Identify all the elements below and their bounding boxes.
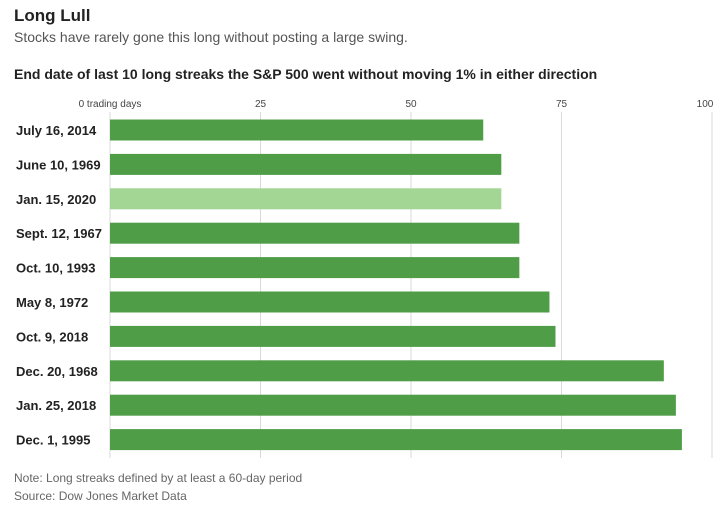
bar-8 [110, 394, 676, 416]
page-subtitle: Stocks have rarely gone this long withou… [14, 29, 408, 45]
bar-0 [110, 119, 484, 141]
category-label-4: Oct. 10, 1993 [16, 261, 96, 276]
source-note: Source: Dow Jones Market Data [14, 489, 187, 503]
bar-2 [110, 188, 502, 210]
chart-title: End date of last 10 long streaks the S&P… [14, 66, 598, 82]
bar-6 [110, 325, 556, 347]
bar-3 [110, 222, 520, 244]
category-labels: July 16, 2014 June 10, 1969 Jan. 15, 2020 S… [16, 123, 102, 448]
bars [110, 119, 682, 451]
category-label-3: Sept. 12, 1967 [16, 226, 102, 241]
category-label-7: Dec. 20, 1968 [16, 364, 98, 379]
category-label-6: Oct. 9, 2018 [16, 329, 88, 344]
bar-4 [110, 257, 520, 279]
bar-9 [110, 429, 682, 451]
footnote: Note: Long streaks defined by at least a… [14, 471, 303, 485]
tick-label-0: 0 trading days [79, 99, 142, 110]
category-label-0: July 16, 2014 [16, 123, 97, 138]
bar-7 [110, 360, 664, 382]
tick-label-75: 75 [556, 99, 568, 110]
category-label-8: Jan. 25, 2018 [16, 398, 96, 413]
category-label-2: Jan. 15, 2020 [16, 192, 96, 207]
category-label-1: June 10, 1969 [16, 157, 101, 172]
tick-label-50: 50 [405, 99, 417, 110]
bar-5 [110, 291, 550, 313]
category-label-5: May 8, 1972 [16, 295, 88, 310]
bar-1 [110, 153, 502, 175]
category-label-9: Dec. 1, 1995 [16, 433, 90, 448]
page-title: Long Lull [14, 6, 91, 25]
x-axis-ticks: 0 trading days 25 50 75 100 [79, 99, 714, 110]
tick-label-100: 100 [697, 99, 714, 110]
tick-label-25: 25 [255, 99, 267, 110]
